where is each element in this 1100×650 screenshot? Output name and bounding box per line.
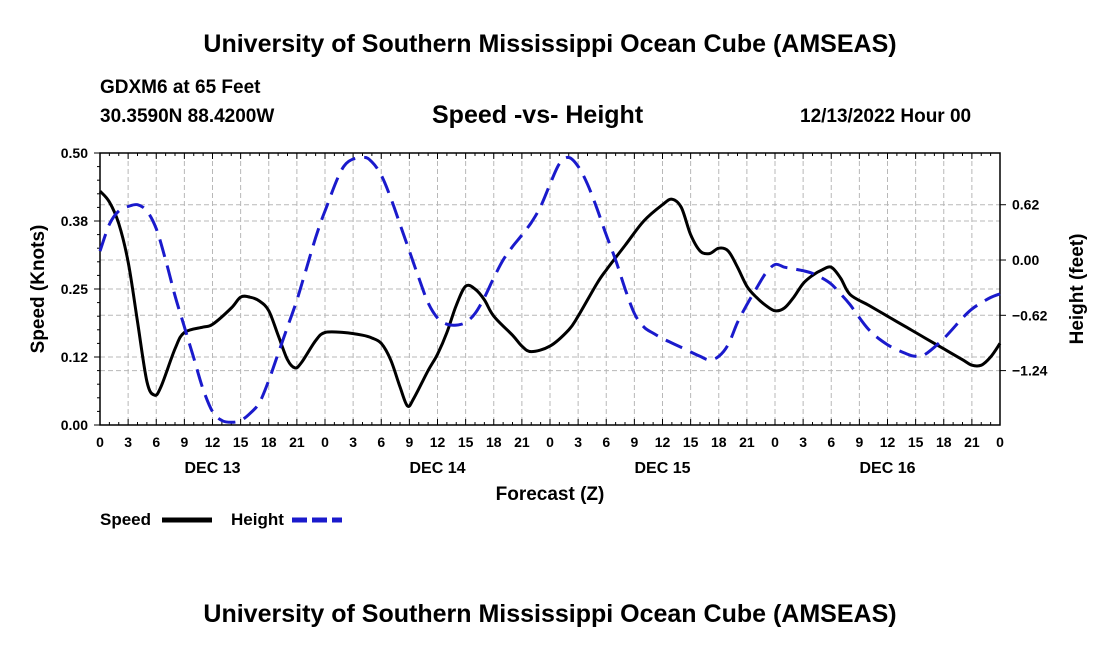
y-axis-title-left: Speed (Knots) [28, 225, 49, 354]
x-tick-label: 15 [908, 434, 924, 450]
x-tick-label: 6 [602, 434, 610, 450]
x-axis-title: Forecast (Z) [495, 484, 605, 505]
x-tick-label: 21 [514, 434, 530, 450]
x-tick-label: 0 [546, 434, 554, 450]
x-tick-label: 0 [96, 434, 104, 450]
x-tick-label: 3 [799, 434, 807, 450]
x-day-label: DEC 15 [634, 460, 690, 477]
x-tick-label: 12 [880, 434, 896, 450]
x-tick-label: 6 [827, 434, 835, 450]
x-tick-label: 0 [771, 434, 779, 450]
y-tick-label-left: 0.12 [61, 349, 88, 365]
x-tick-label: 9 [405, 434, 413, 450]
x-tick-label: 15 [683, 434, 699, 450]
y-tick-label-left: 0.50 [61, 145, 88, 161]
x-day-label: DEC 16 [859, 460, 915, 477]
y-tick-label-left: 0.00 [61, 417, 88, 433]
datetime-label: 12/13/2022 Hour 00 [800, 106, 972, 127]
title-bottom: University of Southern Mississippi Ocean… [203, 600, 897, 628]
x-tick-label: 9 [630, 434, 638, 450]
x-tick-label: 9 [855, 434, 863, 450]
x-tick-label: 3 [349, 434, 357, 450]
x-tick-label: 6 [152, 434, 160, 450]
title-top: University of Southern Mississippi Ocean… [203, 30, 897, 58]
x-tick-label: 12 [430, 434, 446, 450]
station-label: GDXM6 at 65 Feet [100, 77, 261, 98]
x-tick-label: 15 [233, 434, 249, 450]
x-tick-label: 3 [124, 434, 132, 450]
x-tick-label: 18 [486, 434, 502, 450]
x-tick-label: 0 [321, 434, 329, 450]
x-tick-label: 9 [180, 434, 188, 450]
x-tick-label: 18 [261, 434, 277, 450]
plot-frame [99, 152, 1001, 426]
x-day-label: DEC 13 [184, 460, 240, 477]
x-tick-label: 3 [574, 434, 582, 450]
y-axis-title-right: Height (feet) [1067, 234, 1088, 345]
x-tick-label: 6 [377, 434, 385, 450]
y-tick-label-right: −1.24 [1012, 363, 1048, 379]
x-tick-label: 21 [289, 434, 305, 450]
x-tick-label: 12 [205, 434, 221, 450]
y-tick-label-right: −0.62 [1012, 307, 1048, 323]
coordinates-label: 30.3590N 88.4200W [100, 106, 275, 127]
x-tick-label: 21 [739, 434, 755, 450]
y-tick-label-left: 0.38 [61, 213, 88, 229]
x-tick-label: 18 [711, 434, 727, 450]
x-tick-label: 15 [458, 434, 474, 450]
y-tick-label-right: 0.00 [1012, 252, 1039, 268]
x-tick-label: 21 [964, 434, 980, 450]
series-line-speed [98, 190, 1002, 408]
x-tick-label: 18 [936, 434, 952, 450]
x-day-label: DEC 14 [409, 460, 465, 477]
y-tick-label-right: 0.62 [1012, 197, 1039, 213]
x-tick-label: 12 [655, 434, 671, 450]
chart-title: Speed -vs- Height [432, 101, 644, 129]
y-tick-label-left: 0.25 [61, 281, 88, 297]
legend-speed-label: Speed [100, 510, 152, 529]
x-tick-label: 0 [996, 434, 1004, 450]
legend-height-label: Height [231, 510, 284, 529]
